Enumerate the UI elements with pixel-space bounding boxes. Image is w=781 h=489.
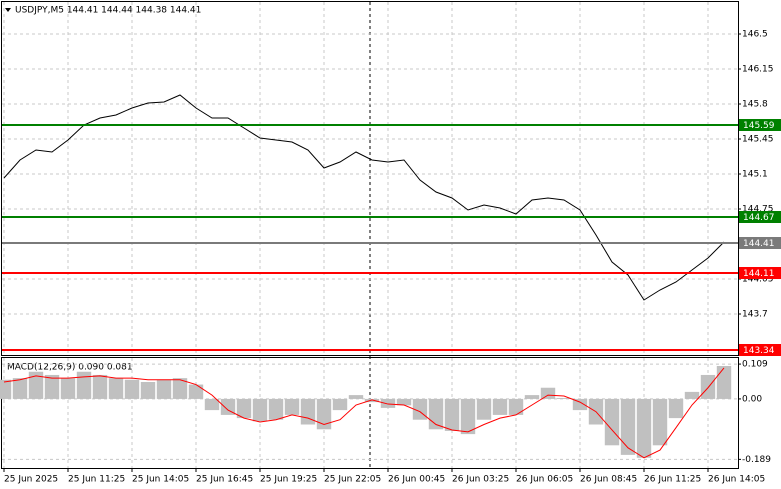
x-tick-label: 26 Jun 06:05 bbox=[516, 475, 573, 485]
histogram-bar bbox=[12, 378, 28, 399]
histogram-bar bbox=[364, 398, 380, 403]
x-tick-label: 26 Jun 03:25 bbox=[452, 475, 509, 485]
x-tick-label: 25 Jun 22:05 bbox=[324, 475, 381, 485]
y-tick-label: -0.189 bbox=[742, 455, 771, 465]
histogram-bar bbox=[460, 398, 476, 435]
level-label-box bbox=[739, 344, 781, 356]
level-label: 143.34 bbox=[743, 346, 775, 356]
y-tick-label: 143.7 bbox=[742, 310, 768, 320]
histogram-bar bbox=[92, 374, 108, 399]
histogram-bar bbox=[268, 398, 284, 420]
y-tick-label: 146.5 bbox=[742, 30, 768, 40]
histogram-bar bbox=[380, 398, 396, 408]
price-panel-frame bbox=[1, 1, 739, 356]
histogram-bar bbox=[620, 398, 636, 455]
histogram-bar bbox=[540, 387, 556, 399]
x-tick-label: 25 Jun 19:25 bbox=[260, 475, 317, 485]
price-line bbox=[3, 367, 725, 459]
x-tick-label: 25 Jun 16:45 bbox=[196, 475, 253, 485]
x-tick-label: 25 Jun 2025 bbox=[4, 475, 58, 485]
chart-title: USDJPY,M5 144.41 144.44 144.38 144.41 bbox=[15, 6, 201, 16]
y-tick-label: 145.1 bbox=[742, 170, 768, 180]
histogram-bar bbox=[172, 378, 188, 399]
x-tick-label: 25 Jun 11:25 bbox=[68, 475, 125, 485]
histogram-bar bbox=[60, 378, 76, 399]
y-tick-label: 144.05 bbox=[742, 275, 774, 285]
level-label: 144.67 bbox=[743, 213, 775, 223]
level-label-box bbox=[739, 237, 781, 249]
histogram-bar bbox=[492, 398, 508, 415]
level-label: 144.41 bbox=[743, 239, 775, 249]
histogram-bar bbox=[444, 398, 460, 431]
histogram-bar bbox=[572, 398, 588, 411]
x-tick-label: 26 Jun 00:45 bbox=[388, 475, 445, 485]
histogram-bar bbox=[524, 395, 540, 399]
x-tick-label: 26 Jun 08:45 bbox=[580, 475, 637, 485]
histogram-bar bbox=[636, 398, 652, 458]
y-tick-label: 146.15 bbox=[742, 65, 774, 75]
histogram-bar bbox=[556, 397, 572, 399]
histogram-bar bbox=[348, 395, 364, 399]
histogram-bar bbox=[204, 398, 220, 411]
histogram-bar bbox=[140, 381, 156, 399]
histogram-bar bbox=[300, 398, 316, 425]
histogram-bar bbox=[684, 391, 700, 399]
histogram-bar bbox=[316, 398, 332, 430]
level-label: 145.59 bbox=[743, 121, 775, 131]
y-tick-label: 0.00 bbox=[742, 394, 762, 404]
level-label-box bbox=[739, 211, 781, 223]
histogram-bar bbox=[220, 398, 236, 415]
y-tick-label: 144.75 bbox=[742, 205, 774, 215]
level-label: 144.11 bbox=[743, 269, 775, 279]
histogram-bar bbox=[716, 365, 732, 399]
histogram-bar bbox=[476, 398, 492, 420]
histogram-bar bbox=[188, 384, 204, 399]
y-tick-label: 0.109 bbox=[742, 360, 768, 370]
histogram-bar bbox=[284, 398, 300, 415]
histogram-bar bbox=[124, 379, 140, 399]
histogram-bar bbox=[508, 398, 524, 415]
level-label-box bbox=[739, 119, 781, 131]
x-tick-label: 26 Jun 11:25 bbox=[644, 475, 701, 485]
histogram-bar bbox=[108, 378, 124, 399]
symbol-menu-icon bbox=[5, 8, 11, 12]
histogram-bar bbox=[76, 371, 92, 399]
histogram-bar bbox=[668, 398, 684, 419]
histogram-bar bbox=[156, 379, 172, 399]
histogram-bar bbox=[332, 398, 348, 411]
price-line bbox=[3, 94, 725, 301]
y-tick-label: 145.45 bbox=[742, 135, 774, 145]
histogram-bar bbox=[252, 398, 268, 422]
histogram-bar bbox=[604, 398, 620, 446]
level-label-box bbox=[739, 267, 781, 279]
histogram-bar bbox=[28, 371, 44, 399]
x-tick-label: 26 Jun 14:05 bbox=[708, 475, 765, 485]
histogram-bar bbox=[700, 374, 716, 399]
macd-title: MACD(12,26,9) 0.090 0.081 bbox=[7, 363, 133, 373]
histogram-bar bbox=[44, 374, 60, 399]
y-tick-label: 145.8 bbox=[742, 100, 768, 110]
histogram-bar bbox=[652, 398, 668, 446]
x-tick-label: 25 Jun 14:05 bbox=[132, 475, 189, 485]
histogram-bar bbox=[396, 398, 412, 406]
histogram-bar bbox=[0, 379, 12, 399]
histogram-bar bbox=[236, 398, 252, 419]
